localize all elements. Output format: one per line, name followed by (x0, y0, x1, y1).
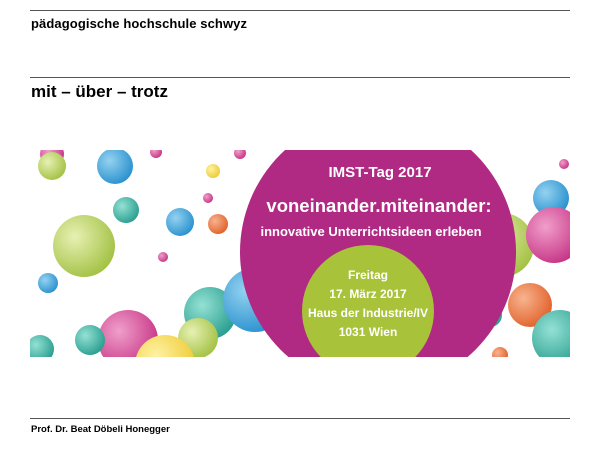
event-banner-image: IMST-Tag 2017 voneinander.miteinander: i… (30, 150, 570, 357)
footer-rule (30, 418, 570, 419)
event-date: 17. März 2017 (329, 287, 407, 301)
event-date-circle (302, 245, 434, 357)
event-subline: innovative Unterrichtsideen erleben (260, 224, 482, 239)
slide-title: mit – über – trotz (31, 82, 168, 101)
footer-author: Prof. Dr. Beat Döbeli Honegger (31, 424, 170, 435)
header-rule (30, 10, 570, 11)
event-weekday: Freitag (347, 268, 388, 282)
event-venue: Haus der Industrie/IV (307, 306, 429, 320)
event-headline: voneinander.miteinander: (266, 195, 492, 216)
event-date-block: Freitag 17. März 2017 Haus der Industrie… (288, 266, 448, 342)
event-title: IMST-Tag 2017 (328, 164, 432, 181)
event-city: 1031 Wien (338, 325, 398, 339)
institution-name: pädagogische hochschule schwyz (31, 16, 248, 31)
title-rule (30, 77, 570, 78)
